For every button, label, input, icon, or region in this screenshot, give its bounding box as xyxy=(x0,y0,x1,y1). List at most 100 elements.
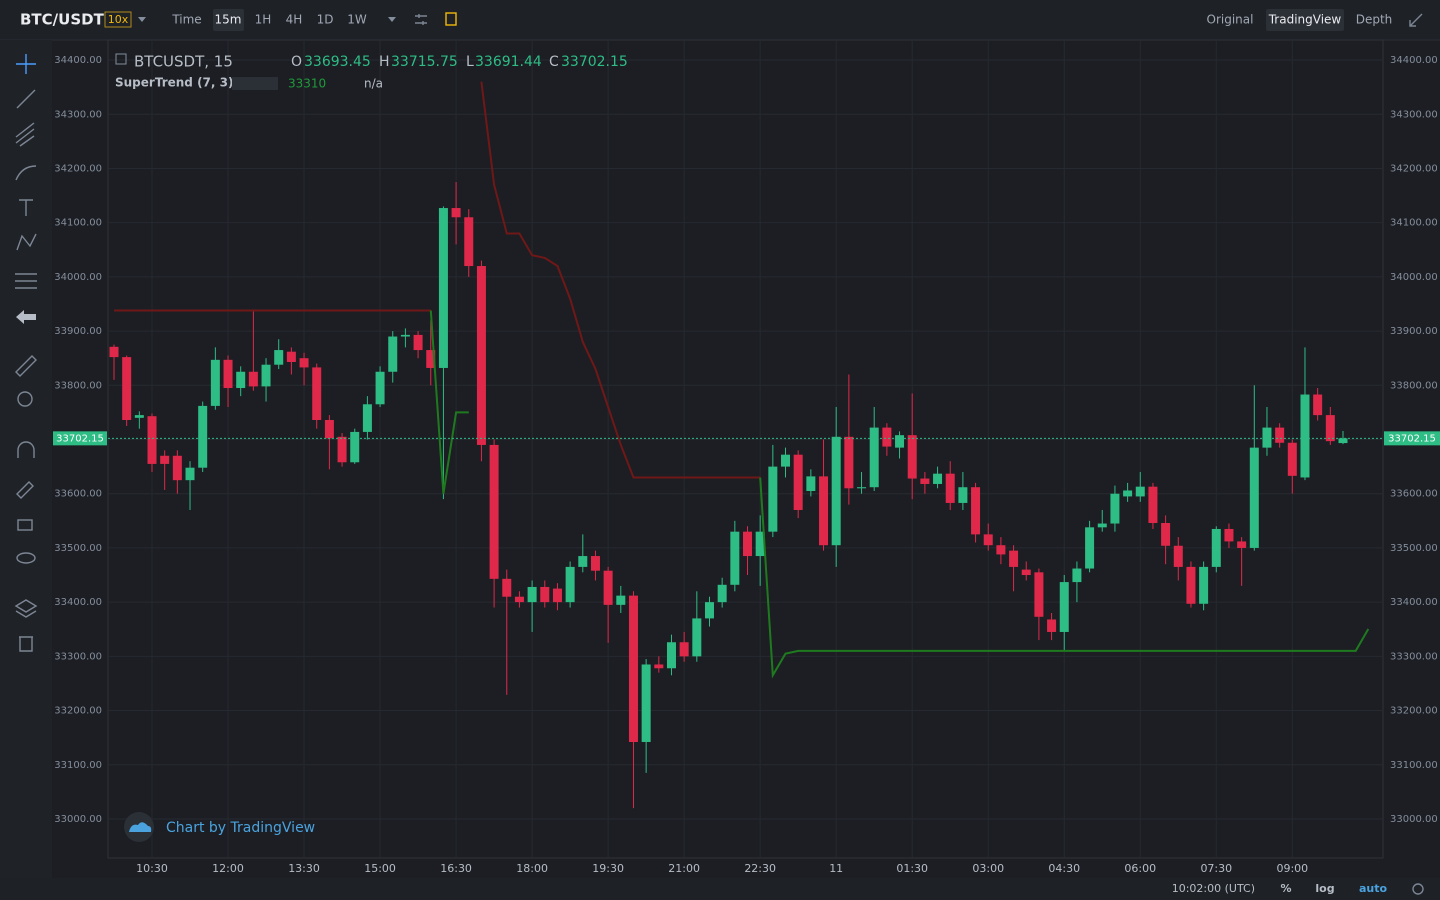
candle-body xyxy=(831,436,841,546)
delete-tool[interactable] xyxy=(19,636,33,652)
interval[interactable]: 15m xyxy=(215,13,242,27)
candle-body xyxy=(1021,569,1031,576)
brush-tool[interactable] xyxy=(15,165,37,181)
indicator-controls[interactable] xyxy=(232,77,278,90)
line-tool[interactable] xyxy=(16,89,36,109)
interval[interactable]: 4H xyxy=(286,13,303,27)
candle-body xyxy=(1249,447,1259,548)
ohlc-label: H xyxy=(379,54,390,70)
fib-tool[interactable] xyxy=(15,273,37,289)
ohlc-label: L xyxy=(466,54,474,70)
candle-body xyxy=(945,473,955,503)
symbol[interactable]: BTC/USDT xyxy=(20,11,105,29)
candle-body xyxy=(413,334,423,351)
candle-body xyxy=(869,427,879,488)
leverage[interactable]: 10x xyxy=(108,13,129,26)
candle-body xyxy=(768,466,778,532)
candle-body xyxy=(743,531,752,557)
visibility-tool[interactable] xyxy=(16,552,36,564)
collapse-icon[interactable] xyxy=(1409,13,1423,27)
y-tick-label: 34000.00 xyxy=(54,272,102,283)
candle-body xyxy=(236,371,246,389)
y-tick-label: 34400.00 xyxy=(1390,55,1438,66)
candle-body xyxy=(489,444,499,579)
candle-body xyxy=(312,367,322,420)
view-tab[interactable]: Original xyxy=(1207,13,1254,27)
candle-body xyxy=(198,405,208,468)
interval[interactable]: Time xyxy=(171,13,201,27)
lock-draw-tool[interactable] xyxy=(16,481,34,499)
interval-dropdown[interactable] xyxy=(388,17,396,22)
candle-body xyxy=(616,595,626,605)
candle-body xyxy=(996,545,1006,555)
tool-icons xyxy=(14,54,38,652)
candle-body xyxy=(1262,427,1272,448)
scale-option[interactable]: auto xyxy=(1359,882,1388,895)
y-tick-label: 33200.00 xyxy=(54,706,102,717)
candle-body xyxy=(1338,438,1348,444)
y-tick-label: 33300.00 xyxy=(54,651,102,662)
candle-body xyxy=(1135,486,1145,497)
symbol-dropdown[interactable] xyxy=(138,17,146,22)
candle-body xyxy=(464,217,474,267)
settings-icon[interactable] xyxy=(415,14,427,25)
candle-body xyxy=(172,455,182,481)
candle-body xyxy=(388,336,398,372)
view-tab[interactable]: TradingView xyxy=(1268,13,1342,27)
y-tick-label: 33500.00 xyxy=(54,543,102,554)
lock-tool[interactable] xyxy=(17,519,33,531)
settings-gear[interactable] xyxy=(1412,883,1424,895)
supertrend-line xyxy=(114,81,761,479)
y-tick-label: 33100.00 xyxy=(1390,760,1438,771)
candle-body xyxy=(971,487,981,535)
zoom-tool[interactable] xyxy=(17,391,33,407)
indicators-icon[interactable] xyxy=(445,12,457,26)
back-tool[interactable] xyxy=(16,310,36,324)
layers-tool[interactable] xyxy=(14,599,38,618)
crosshair-tool[interactable] xyxy=(16,54,36,74)
candle-body xyxy=(1085,527,1095,569)
candle-body xyxy=(337,436,347,463)
ohlc-value: 33691.44 xyxy=(475,54,542,70)
candle-body xyxy=(907,435,917,479)
x-tick-label: 13:30 xyxy=(288,862,320,875)
legend-collapse[interactable] xyxy=(115,53,127,65)
y-tick-label: 33600.00 xyxy=(54,489,102,500)
channel-tool[interactable] xyxy=(15,122,35,147)
candle-body xyxy=(375,371,385,405)
candle-body xyxy=(1211,528,1221,567)
candle-body xyxy=(109,346,119,358)
text-tool[interactable] xyxy=(19,199,33,216)
candle-body xyxy=(793,454,803,510)
candle-body xyxy=(819,476,829,546)
scale-option[interactable]: % xyxy=(1280,882,1291,895)
ohlc-value: 33702.15 xyxy=(561,54,628,70)
x-tick-label: 07:30 xyxy=(1200,862,1232,875)
candle-body xyxy=(1224,528,1234,542)
pattern-tool[interactable] xyxy=(16,233,37,251)
candle-body xyxy=(983,534,993,546)
view-tab[interactable]: Depth xyxy=(1356,13,1393,27)
scale-option[interactable]: log xyxy=(1315,882,1334,895)
candle-body xyxy=(679,642,689,657)
candle-body xyxy=(210,359,220,406)
price-label: 33702.15 xyxy=(1388,433,1436,444)
interval[interactable]: 1H xyxy=(255,13,272,27)
candle-body xyxy=(654,664,664,669)
magnet-tool[interactable] xyxy=(17,441,35,458)
watermark[interactable]: Chart by TradingView xyxy=(166,820,315,836)
interval-active-bg xyxy=(213,9,244,31)
interval[interactable]: 1W xyxy=(347,13,367,27)
candle-body xyxy=(781,454,791,467)
supertrend-line xyxy=(429,310,1370,679)
interval[interactable]: 1D xyxy=(317,13,334,27)
x-tick-label: 04:30 xyxy=(1048,862,1080,875)
measure-tool[interactable] xyxy=(15,355,37,377)
candle-body xyxy=(730,531,740,585)
candle-body xyxy=(857,487,867,489)
x-tick-label: 18:00 xyxy=(516,862,548,875)
x-tick-label: 01:30 xyxy=(896,862,928,875)
leverage-box xyxy=(104,11,132,28)
